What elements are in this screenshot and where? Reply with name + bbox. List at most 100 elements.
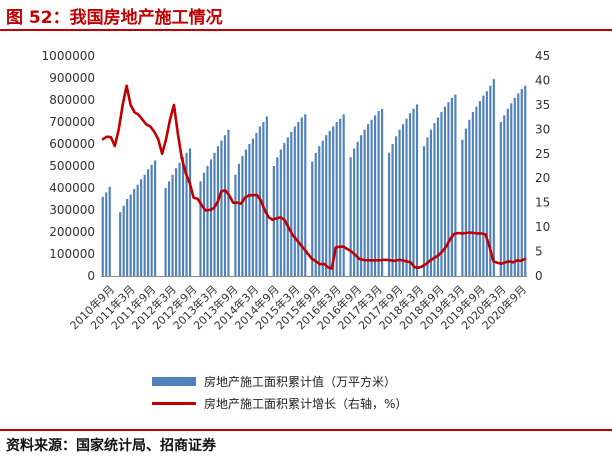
bar xyxy=(353,148,356,276)
y-right-tick-label: 15 xyxy=(535,196,550,210)
y-left-tick-label: 0 xyxy=(87,269,95,283)
bar xyxy=(475,106,478,276)
y-left-tick-label: 900000 xyxy=(49,71,95,85)
bar xyxy=(213,152,216,276)
y-left-tick-label: 200000 xyxy=(49,225,95,239)
bar xyxy=(342,114,345,276)
bar xyxy=(370,119,373,276)
bar xyxy=(440,112,443,276)
bar xyxy=(398,129,401,276)
bar xyxy=(363,129,366,276)
legend-label-line: 房地产施工面积累计增长（右轴，%） xyxy=(204,396,408,411)
bar xyxy=(178,162,181,276)
bar xyxy=(181,157,185,276)
bar xyxy=(349,157,352,276)
bar xyxy=(468,119,471,276)
y-left-tick-label: 500000 xyxy=(49,159,95,173)
bar xyxy=(447,102,450,276)
bar xyxy=(381,108,384,276)
bar xyxy=(485,91,488,276)
bar xyxy=(510,103,513,276)
source-note: 资料来源：国家统计局、招商证券 xyxy=(6,438,216,454)
bar xyxy=(283,142,286,276)
bar xyxy=(199,181,202,276)
bar xyxy=(206,166,209,276)
bar xyxy=(422,146,426,276)
bar xyxy=(513,97,516,276)
bar xyxy=(300,117,303,276)
title-rule xyxy=(0,29,612,31)
bar xyxy=(405,118,408,276)
y-left-tick-label: 300000 xyxy=(49,203,95,217)
legend-label-bar: 房地产施工面积累计值（万平方米） xyxy=(204,374,397,389)
bar xyxy=(339,118,342,276)
bar-series xyxy=(101,79,527,277)
y-right-tick-label: 10 xyxy=(535,220,550,234)
legend-swatch-bar xyxy=(152,376,196,386)
bar xyxy=(328,130,331,276)
bar xyxy=(506,108,509,276)
bar xyxy=(489,85,492,276)
bar xyxy=(443,106,447,276)
bar xyxy=(237,163,240,276)
bar xyxy=(129,194,132,276)
bar xyxy=(520,89,523,276)
bar xyxy=(255,133,258,276)
bar xyxy=(171,174,174,276)
bar xyxy=(325,135,328,276)
bar xyxy=(387,152,391,276)
bar xyxy=(321,140,324,276)
bar xyxy=(286,137,289,276)
bar xyxy=(429,129,433,276)
y-right-tick-label: 45 xyxy=(535,49,550,63)
figure-title: 图 52：我国房地产施工情况 xyxy=(6,8,223,28)
bar xyxy=(335,122,338,276)
bar xyxy=(314,152,317,276)
bar xyxy=(140,179,143,276)
bar xyxy=(108,186,111,276)
bar xyxy=(248,144,251,276)
bar xyxy=(293,126,296,277)
bar xyxy=(241,156,244,276)
bar xyxy=(272,166,275,276)
bar xyxy=(168,181,171,276)
bar xyxy=(143,174,146,276)
bar xyxy=(133,189,136,276)
bar xyxy=(101,196,104,276)
bar xyxy=(147,169,150,276)
bar xyxy=(367,124,370,276)
bar xyxy=(492,79,495,276)
bar xyxy=(377,111,380,276)
bar xyxy=(450,97,453,276)
bar xyxy=(154,160,157,276)
y-right-tick-label: 20 xyxy=(535,171,550,185)
bar xyxy=(290,131,293,276)
bar xyxy=(517,93,520,277)
bar xyxy=(122,205,125,276)
bar xyxy=(433,123,436,276)
bar xyxy=(360,135,363,276)
chart: 0 100000 200000 300000 400000 500000 600000 700… xyxy=(42,49,551,332)
bar xyxy=(164,188,167,276)
bar xyxy=(209,159,213,276)
bar xyxy=(265,116,268,276)
y-left-tick-label: 400000 xyxy=(49,181,95,195)
y-right-tick-label: 5 xyxy=(535,245,543,259)
bar xyxy=(234,174,237,276)
legend-item-line: 房地产施工面积累计增长（右轴，%） xyxy=(152,392,407,414)
bar xyxy=(174,168,178,276)
bar xyxy=(311,161,314,276)
bar xyxy=(499,122,502,276)
bar xyxy=(276,157,279,276)
source-rule xyxy=(0,429,612,431)
line-series xyxy=(101,84,527,270)
bar xyxy=(412,108,415,276)
bar xyxy=(279,149,282,276)
bar xyxy=(415,104,419,277)
y-left-tick-label: 700000 xyxy=(49,115,95,129)
y-right-tick-label: 25 xyxy=(535,147,550,161)
bar xyxy=(426,137,429,276)
bar xyxy=(401,124,405,276)
bar xyxy=(262,122,265,276)
legend: 房地产施工面积累计值（万平方米） 房地产施工面积累计增长（右轴，%） xyxy=(152,370,407,414)
